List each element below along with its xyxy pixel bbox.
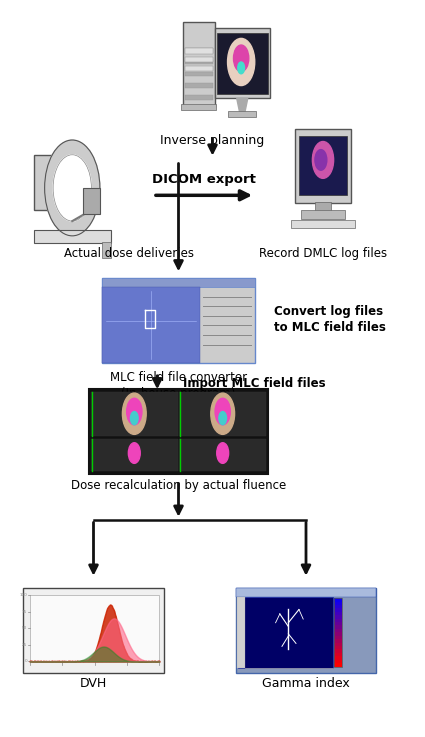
Text: 0: 0 [25,660,27,663]
Bar [83,188,100,214]
Bar [102,242,110,258]
Text: 100: 100 [20,593,27,597]
Circle shape [215,398,230,425]
Text: MLC field file converter
(In-house program): MLC field file converter (In-house progr… [110,371,247,399]
Bar [30,595,159,662]
Bar [185,66,212,71]
Text: 75: 75 [22,609,27,614]
Bar [179,439,266,471]
Bar [334,649,342,653]
Circle shape [233,45,249,71]
Circle shape [211,393,235,434]
Circle shape [45,140,100,236]
Bar [334,601,342,605]
Circle shape [130,411,138,425]
Bar [215,29,270,99]
Bar [334,629,342,632]
Circle shape [127,398,142,425]
Bar [334,598,342,666]
Text: Import MLC field files: Import MLC field files [183,377,326,390]
Bar [102,287,200,363]
Text: Record DMLC log files: Record DMLC log files [259,247,387,260]
Bar [334,615,342,618]
Bar [179,392,266,436]
Bar [185,83,212,88]
Bar [91,392,178,436]
Bar [334,626,342,629]
Circle shape [128,443,140,464]
Bar [34,155,72,210]
Bar [185,49,212,54]
Bar [181,104,216,110]
Bar [236,588,376,672]
Bar [334,660,342,663]
Bar [334,618,342,622]
Bar [334,639,342,643]
Circle shape [122,393,146,434]
Bar [102,279,255,363]
Bar [23,588,164,672]
Text: 50: 50 [22,626,27,630]
Text: Actual dose deliveries: Actual dose deliveries [64,247,194,260]
Bar [314,202,332,212]
Bar [185,57,212,63]
Bar [334,646,342,649]
Bar [237,597,245,668]
Circle shape [238,62,244,74]
Bar [185,48,212,52]
Text: 25: 25 [22,643,27,647]
Bar [183,22,215,107]
Bar [334,598,342,601]
Text: Convert log files
to MLC field files: Convert log files to MLC field files [274,304,386,334]
Circle shape [315,150,327,170]
Bar [295,129,351,203]
Bar [334,632,342,636]
Circle shape [217,443,229,464]
Text: Gamma index: Gamma index [262,677,350,690]
Bar [102,279,255,287]
Bar [334,643,342,646]
Circle shape [312,142,334,178]
Bar [334,608,342,612]
Bar [238,597,333,668]
Bar [89,389,268,474]
Circle shape [53,155,91,221]
Bar [299,136,347,195]
Circle shape [227,38,255,85]
Bar [301,210,345,219]
Bar [291,220,355,228]
Text: DVH: DVH [80,677,107,690]
Bar [334,612,342,615]
Bar [34,230,110,243]
Bar [229,111,256,116]
Bar [334,657,342,660]
Bar [185,71,212,76]
Text: Dose recalculation by actual fluence: Dose recalculation by actual fluence [71,479,286,492]
Bar [185,95,212,99]
Bar [334,605,342,608]
Bar [334,622,342,626]
Bar [334,653,342,657]
Text: Inverse planning: Inverse planning [160,134,265,147]
Text: DICOM export: DICOM export [152,172,256,186]
Bar [185,60,212,64]
Polygon shape [237,99,248,111]
Bar [334,663,342,666]
Bar [91,439,178,471]
Circle shape [219,411,227,425]
Bar [217,33,268,94]
Bar [334,636,342,639]
Bar [236,588,376,597]
